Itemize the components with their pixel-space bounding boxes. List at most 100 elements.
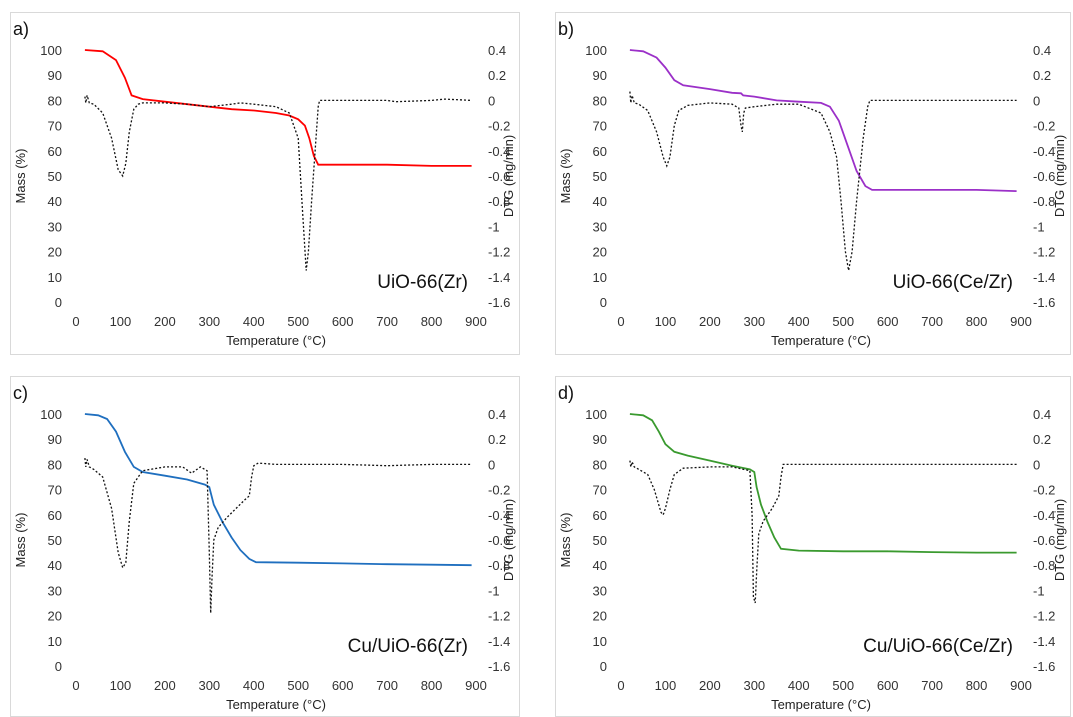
- y-tick-label: 50: [48, 169, 62, 184]
- y-tick-label: 90: [48, 432, 62, 447]
- y-tick-label: 10: [48, 634, 62, 649]
- y-tick-label: 30: [48, 219, 62, 234]
- y2-tick-label: -0.8: [488, 558, 510, 573]
- x-tick-label: 900: [1010, 678, 1032, 693]
- sample-name-label: Cu/UiO-66(Zr): [348, 636, 468, 657]
- y-tick-label: 40: [593, 194, 607, 209]
- panel-label: a): [13, 19, 29, 39]
- y2-tick-label: -0.4: [488, 508, 510, 523]
- y2-tick-label: -0.8: [488, 194, 510, 209]
- x-tick-label: 100: [655, 678, 677, 693]
- y-tick-label: 20: [48, 609, 62, 624]
- y2-tick-label: -1.6: [488, 659, 510, 674]
- x-tick-label: 0: [617, 314, 624, 329]
- x-tick-label: 900: [1010, 314, 1032, 329]
- y2-tick-label: 0.2: [488, 68, 506, 83]
- y2-tick-label: 0.4: [1033, 407, 1051, 422]
- panel-label: c): [13, 383, 28, 403]
- y2-axis-title: DTG (mg/min): [1052, 499, 1067, 581]
- x-tick-label: 0: [72, 678, 79, 693]
- x-tick-label: 600: [877, 314, 899, 329]
- x-tick-label: 200: [154, 678, 176, 693]
- y-tick-label: 40: [48, 558, 62, 573]
- x-tick-label: 500: [287, 678, 309, 693]
- y2-tick-label: -0.6: [1033, 169, 1055, 184]
- chart-svg: d) 0 10 20 30 40 50 60 70 80 90 100 0.4 0.2 0 -0.2 -0.4 -…: [558, 383, 1067, 712]
- y2-tick-label: -0.8: [1033, 194, 1055, 209]
- panel-label: d): [558, 383, 574, 403]
- y2-tick-label: -0.2: [488, 119, 510, 134]
- x-tick-label: 500: [832, 314, 854, 329]
- y-tick-label: 30: [593, 219, 607, 234]
- y2-tick-label: 0.2: [1033, 432, 1051, 447]
- y-tick-label: 10: [593, 270, 607, 285]
- y2-tick-label: -0.2: [1033, 119, 1055, 134]
- y-tick-label: 40: [593, 558, 607, 573]
- y-tick-label: 60: [48, 508, 62, 523]
- x-tick-label: 500: [287, 314, 309, 329]
- y2-tick-label: -1.2: [1033, 609, 1055, 624]
- tga-panel-a: a) 0 10 20 30 40 50 60 70 80 90 100 0.4 0.2 0 -0.2 -0.4 -…: [10, 12, 520, 355]
- y-tick-label: 30: [48, 583, 62, 598]
- x-tick-label: 800: [966, 678, 988, 693]
- x-tick-label: 500: [832, 678, 854, 693]
- x-tick-label: 100: [110, 678, 132, 693]
- x-tick-label: 400: [788, 678, 810, 693]
- y2-tick-label: 0: [488, 93, 495, 108]
- y2-tick-label: -0.4: [1033, 144, 1055, 159]
- y-tick-label: 80: [593, 93, 607, 108]
- y-tick-label: 60: [48, 144, 62, 159]
- y2-tick-label: -1: [1033, 219, 1045, 234]
- x-tick-label: 700: [921, 678, 943, 693]
- y-tick-label: 90: [593, 432, 607, 447]
- x-axis-title: Temperature (°C): [226, 697, 326, 712]
- x-tick-label: 400: [243, 678, 265, 693]
- y2-tick-label: -1.6: [1033, 659, 1055, 674]
- dtg-series-line: [629, 459, 1017, 604]
- x-tick-label: 900: [465, 678, 487, 693]
- y-tick-label: 100: [585, 407, 607, 422]
- y-tick-label: 30: [593, 583, 607, 598]
- y-tick-label: 70: [48, 119, 62, 134]
- x-tick-label: 700: [376, 678, 398, 693]
- y2-tick-label: -0.8: [1033, 558, 1055, 573]
- x-tick-label: 400: [243, 314, 265, 329]
- y2-tick-label: -1.4: [1033, 270, 1055, 285]
- y2-tick-label: 0.4: [1033, 43, 1051, 58]
- y-tick-label: 80: [593, 457, 607, 472]
- y2-tick-label: 0.2: [488, 432, 506, 447]
- sample-name-label: UiO-66(Ce/Zr): [893, 272, 1013, 293]
- x-tick-label: 800: [966, 314, 988, 329]
- x-tick-label: 800: [421, 314, 443, 329]
- y-axis-title: Mass (%): [558, 513, 573, 568]
- y2-tick-label: -0.6: [488, 533, 510, 548]
- y-tick-label: 90: [48, 68, 62, 83]
- y-tick-label: 80: [48, 93, 62, 108]
- x-tick-label: 300: [198, 314, 220, 329]
- x-tick-label: 300: [743, 678, 765, 693]
- y-tick-label: 20: [48, 245, 62, 260]
- x-tick-label: 400: [788, 314, 810, 329]
- y-tick-label: 80: [48, 457, 62, 472]
- y2-axis-title: DTG (mg/min): [501, 499, 516, 581]
- y2-tick-label: -0.6: [488, 169, 510, 184]
- chart-svg: c) 0 10 20 30 40 50 60 70 80 90 100 0.4 0.2 0 -0.2 -0.4 -…: [13, 383, 516, 712]
- y2-tick-label: 0.4: [488, 43, 506, 58]
- y-tick-label: 0: [600, 295, 607, 310]
- y-tick-label: 60: [593, 144, 607, 159]
- mass-series-line: [84, 413, 472, 567]
- y-tick-label: 70: [593, 483, 607, 498]
- chart-svg: b) 0 10 20 30 40 50 60 70 80 90 100 0.4 0.2 0 -0.2 -0.4 -…: [558, 19, 1067, 348]
- x-tick-label: 600: [877, 678, 899, 693]
- y-tick-label: 20: [593, 245, 607, 260]
- y-tick-label: 90: [593, 68, 607, 83]
- y2-tick-label: -0.4: [1033, 508, 1055, 523]
- y-tick-label: 60: [593, 508, 607, 523]
- mass-series-line: [84, 49, 472, 167]
- tga-panel-c: c) 0 10 20 30 40 50 60 70 80 90 100 0.4 0.2 0 -0.2 -0.4 -…: [10, 376, 520, 717]
- x-tick-label: 300: [743, 314, 765, 329]
- y2-tick-label: -0.2: [488, 483, 510, 498]
- panel-label: b): [558, 19, 574, 39]
- y2-tick-label: -1.4: [1033, 634, 1055, 649]
- y2-tick-label: -0.4: [488, 144, 510, 159]
